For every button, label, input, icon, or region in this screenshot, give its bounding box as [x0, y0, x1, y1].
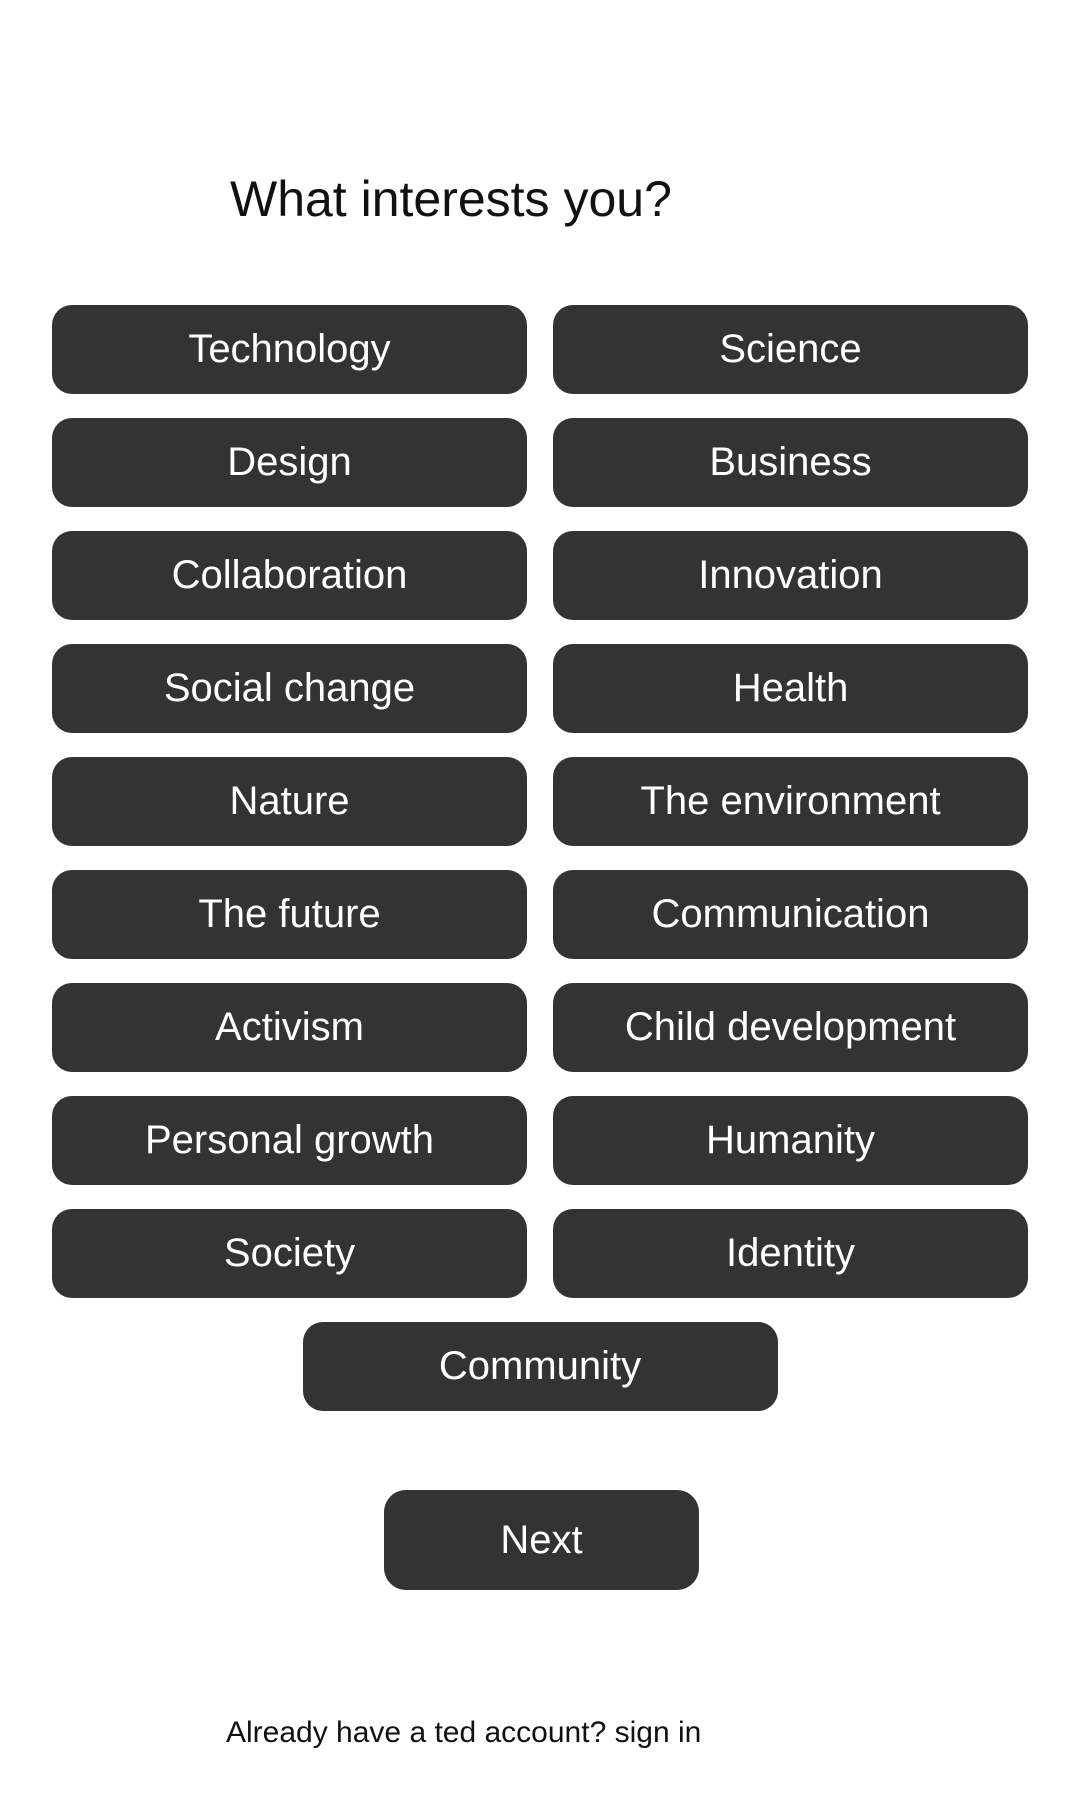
topic-button-science[interactable]: Science	[553, 305, 1028, 394]
sign-in-link[interactable]: Already have a ted account? sign in	[226, 1716, 702, 1749]
topic-grid: Technology Science Design Business Colla…	[52, 305, 1028, 1411]
topic-button-activism[interactable]: Activism	[52, 983, 527, 1072]
page-title: What interests you?	[230, 171, 672, 227]
topic-button-social-change[interactable]: Social change	[52, 644, 527, 733]
topic-button-business[interactable]: Business	[553, 418, 1028, 507]
topic-button-identity[interactable]: Identity	[553, 1209, 1028, 1298]
topic-button-humanity[interactable]: Humanity	[553, 1096, 1028, 1185]
topic-button-collaboration[interactable]: Collaboration	[52, 531, 527, 620]
next-button[interactable]: Next	[384, 1490, 699, 1590]
topic-button-innovation[interactable]: Innovation	[553, 531, 1028, 620]
topic-button-the-environment[interactable]: The environment	[553, 757, 1028, 846]
topic-button-community[interactable]: Community	[302, 1322, 778, 1411]
topic-button-design[interactable]: Design	[52, 418, 527, 507]
topic-button-technology[interactable]: Technology	[52, 305, 527, 394]
topic-button-society[interactable]: Society	[52, 1209, 527, 1298]
topic-button-health[interactable]: Health	[553, 644, 1028, 733]
topic-button-personal-growth[interactable]: Personal growth	[52, 1096, 527, 1185]
topic-button-child-development[interactable]: Child development	[553, 983, 1028, 1072]
topic-button-the-future[interactable]: The future	[52, 870, 527, 959]
topic-button-communication[interactable]: Communication	[553, 870, 1028, 959]
topic-button-nature[interactable]: Nature	[52, 757, 527, 846]
